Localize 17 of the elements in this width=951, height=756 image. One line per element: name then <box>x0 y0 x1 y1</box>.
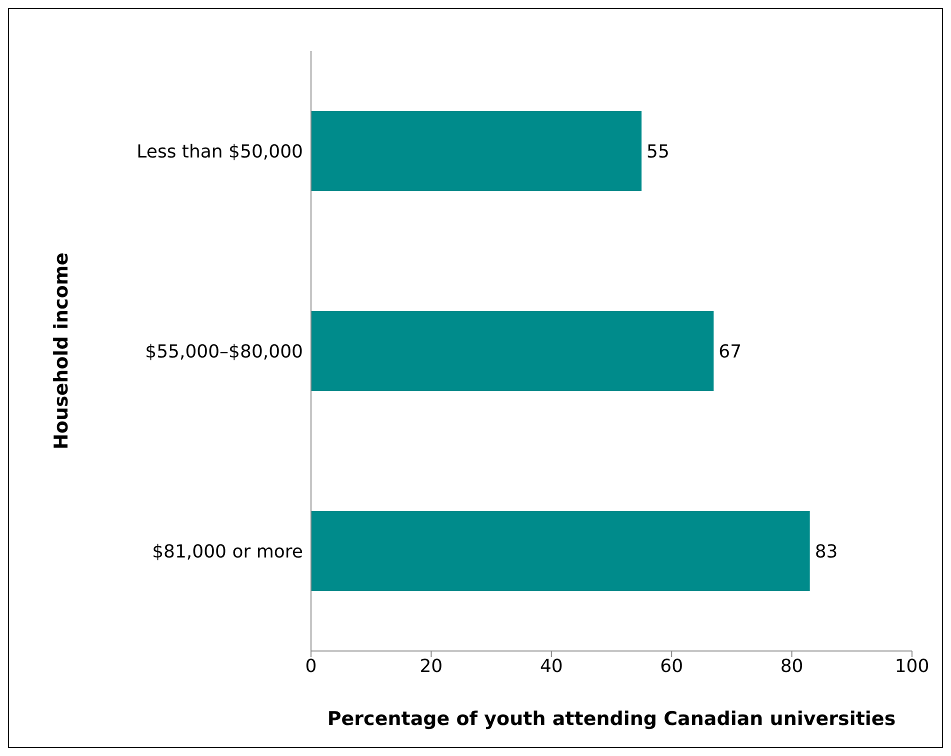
data-label: 83 <box>814 541 838 562</box>
y-tick-label: Less than $50,000 <box>136 141 303 162</box>
x-tick-label: 100 <box>894 656 930 677</box>
x-tick-label: 0 <box>305 656 317 677</box>
x-tick-label: 20 <box>420 656 443 677</box>
bar <box>311 511 810 591</box>
y-tick-label: $81,000 or more <box>152 541 303 562</box>
x-axis-title: Percentage of youth attending Canadian universities <box>327 708 896 730</box>
bar <box>311 311 714 391</box>
y-axis-title: Household income <box>50 252 73 450</box>
bar <box>311 111 642 191</box>
x-tick-label: 40 <box>540 656 563 677</box>
x-tick-label: 80 <box>780 656 804 677</box>
data-label: 55 <box>646 141 670 162</box>
y-tick-label: $55,000–$80,000 <box>145 341 303 362</box>
x-tick-label: 60 <box>660 656 684 677</box>
data-label: 67 <box>718 341 742 362</box>
